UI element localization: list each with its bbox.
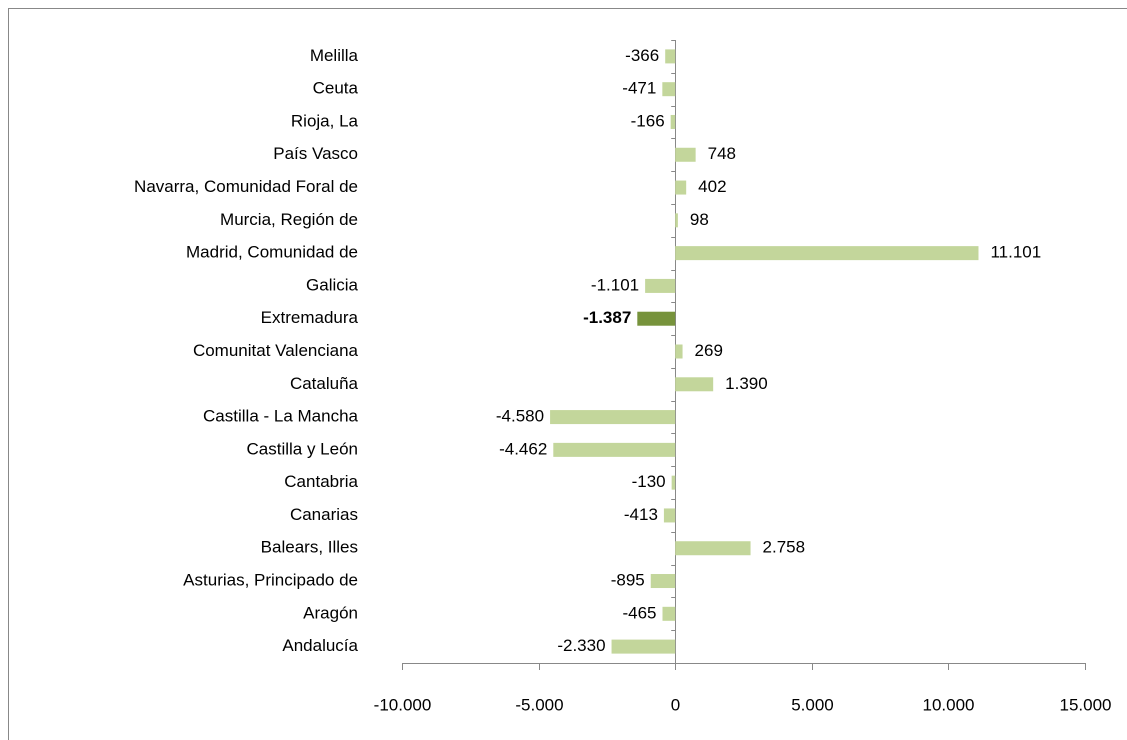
x-tick-label: 10.000: [923, 695, 975, 714]
category-label: Balears, Illes: [261, 538, 358, 557]
bar: [675, 344, 683, 359]
value-label: -471: [622, 79, 656, 98]
bar: [675, 180, 687, 195]
value-label: 748: [708, 144, 736, 163]
x-tick-label: -10.000: [374, 695, 432, 714]
value-label: 402: [698, 177, 726, 196]
chart-frame: [8, 8, 1127, 740]
category-label: Cantabria: [284, 472, 358, 491]
x-tick-label: 0: [671, 695, 680, 714]
value-label: -895: [611, 571, 645, 590]
bar: [650, 574, 676, 589]
bar: [671, 475, 676, 490]
value-label: -366: [625, 46, 659, 65]
value-label: -4.462: [499, 439, 547, 458]
category-label: Canarias: [290, 505, 358, 524]
category-label: Melilla: [310, 46, 359, 65]
bar: [662, 82, 676, 97]
bar: [675, 541, 751, 556]
value-label: 269: [695, 341, 723, 360]
bar: [611, 639, 676, 654]
category-label: Madrid, Comunidad de: [186, 243, 358, 262]
x-tick-label: 5.000: [791, 695, 834, 714]
bar: [675, 246, 979, 261]
value-label: -413: [624, 505, 658, 524]
value-label: -166: [631, 111, 665, 130]
value-label: -2.330: [557, 636, 605, 655]
bar: [663, 508, 676, 523]
x-tick-label: -5.000: [515, 695, 563, 714]
bar: [553, 442, 676, 457]
category-label: Extremadura: [261, 308, 359, 327]
category-label: Aragón: [303, 603, 358, 622]
value-label: -465: [622, 603, 656, 622]
value-label: -130: [632, 472, 666, 491]
category-label: Comunitat Valenciana: [193, 341, 359, 360]
bar: [550, 410, 676, 425]
category-label: Murcia, Región de: [220, 210, 358, 229]
value-label: -1.387: [583, 308, 631, 327]
bar: [637, 311, 676, 326]
bar: [645, 278, 676, 293]
value-label: 1.390: [725, 374, 768, 393]
category-label: Navarra, Comunidad Foral de: [134, 177, 358, 196]
bar: [675, 213, 678, 228]
category-label: Galicia: [306, 275, 359, 294]
bar: [675, 147, 696, 162]
value-label: 98: [690, 210, 709, 229]
category-label: Cataluña: [290, 374, 359, 393]
category-label: Andalucía: [282, 636, 358, 655]
category-label: Ceuta: [313, 79, 359, 98]
x-tick-label: 15.000: [1060, 695, 1112, 714]
bar: [665, 49, 676, 64]
category-label: Castilla y León: [246, 439, 358, 458]
value-label: 2.758: [763, 538, 806, 557]
value-label: -1.101: [591, 275, 639, 294]
bar: [662, 606, 676, 621]
category-label: Castilla - La Mancha: [203, 407, 359, 426]
category-label: Asturias, Principado de: [183, 571, 358, 590]
value-label: 11.101: [990, 243, 1041, 262]
bar: [675, 377, 714, 392]
bar: [670, 114, 676, 129]
category-label: País Vasco: [273, 144, 358, 163]
value-label: -4.580: [496, 407, 544, 426]
category-label: Rioja, La: [291, 111, 359, 130]
